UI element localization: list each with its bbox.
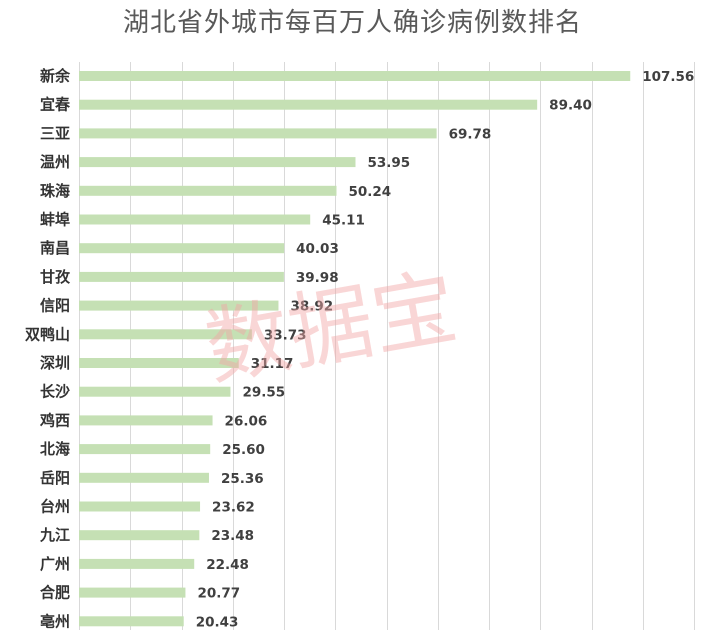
category-label: 深圳: [40, 354, 70, 372]
category-label: 亳州: [40, 612, 70, 630]
value-label: 23.48: [211, 528, 254, 544]
value-label: 29.55: [242, 385, 285, 401]
bar: [79, 271, 284, 282]
category-label: 广州: [40, 555, 70, 573]
value-label: 20.77: [197, 586, 240, 602]
bar: [79, 386, 231, 397]
category-label: 蚌埠: [40, 211, 70, 229]
category-label: 三亚: [40, 124, 70, 142]
value-label: 50.24: [348, 184, 391, 200]
category-label: 新余: [40, 67, 71, 85]
category-label: 台州: [40, 498, 70, 516]
value-label: 69.78: [449, 126, 492, 142]
category-label: 温州: [40, 153, 70, 171]
bar: [79, 501, 201, 512]
value-label: 45.11: [322, 213, 365, 229]
category-label: 珠海: [40, 182, 70, 200]
value-label: 22.48: [206, 557, 249, 573]
bar: [79, 472, 209, 483]
bar: [79, 185, 337, 196]
category-label: 合肥: [39, 584, 70, 602]
value-label: 89.40: [549, 98, 592, 114]
bar: [79, 300, 279, 311]
category-label: 岳阳: [40, 469, 70, 487]
chart-title: 湖北省外城市每百万人确诊病例数排名: [122, 8, 582, 38]
category-label: 双鸭山: [25, 325, 70, 343]
value-label: 25.36: [221, 471, 264, 487]
value-label: 107.56: [642, 69, 694, 85]
value-label: 20.43: [196, 614, 239, 630]
category-label: 甘孜: [40, 268, 71, 286]
value-label: 53.95: [367, 155, 410, 171]
bar: [79, 329, 252, 340]
bar: [79, 358, 239, 368]
category-label: 信阳: [40, 297, 70, 315]
bar: [79, 444, 211, 455]
bar: [79, 530, 200, 541]
category-label: 南昌: [40, 239, 70, 257]
value-label: 33.73: [264, 327, 307, 343]
category-label: 北海: [40, 440, 70, 458]
value-label: 39.98: [296, 270, 339, 286]
bar: [79, 99, 538, 110]
bar: [79, 243, 285, 254]
value-labels: 107.56 89.40 69.78 53.95 50.24 45.11 40.03 39.9…: [196, 69, 695, 630]
value-label: 38.92: [290, 299, 333, 315]
bar: [79, 558, 195, 569]
bar: [79, 587, 186, 598]
bar: [79, 616, 184, 627]
category-label: 长沙: [40, 383, 70, 401]
value-label: 25.60: [222, 442, 265, 458]
bar: [79, 128, 437, 139]
value-label: 26.06: [225, 413, 268, 429]
bar: [79, 157, 356, 168]
category-labels: 新余宜春三亚温州珠海蚌埠南昌甘孜信阳双鸭山深圳长沙鸡西北海岳阳台州九江广州合肥亳…: [25, 67, 71, 630]
gridlines: [79, 62, 695, 630]
category-label: 九江: [39, 526, 70, 544]
category-label: 鸡西: [39, 411, 70, 429]
value-label: 23.62: [212, 500, 255, 516]
bar: [79, 71, 631, 81]
value-label: 31.17: [251, 356, 294, 372]
value-label: 40.03: [296, 241, 339, 257]
category-label: 宜春: [40, 96, 70, 114]
bar: [79, 415, 213, 426]
bar: [79, 214, 311, 225]
bars: [79, 71, 631, 627]
